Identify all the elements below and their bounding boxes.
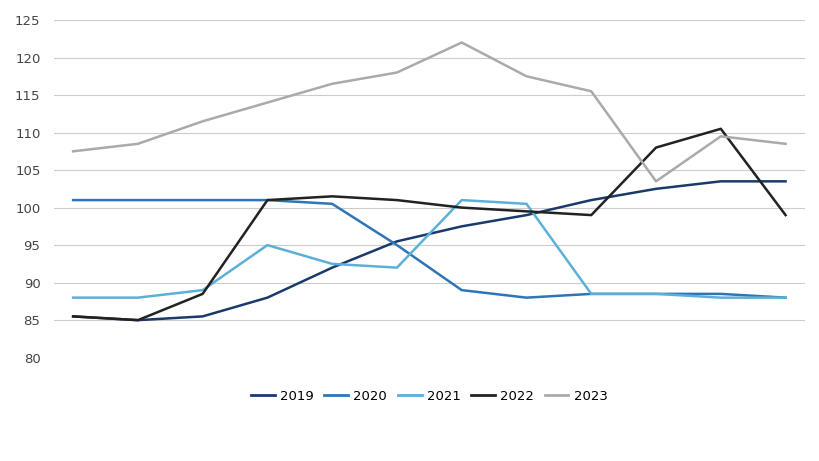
2019 (521, 213, 531, 218)
2021 (586, 291, 595, 296)
2020 (197, 197, 207, 203)
2022 (68, 313, 78, 319)
2021 (197, 287, 207, 293)
2019 (780, 178, 790, 184)
2021 (650, 291, 660, 296)
2020 (262, 197, 272, 203)
Line: 2021: 2021 (73, 200, 785, 298)
2022 (715, 126, 725, 131)
2020 (391, 242, 401, 248)
2023 (715, 134, 725, 139)
2020 (586, 291, 595, 296)
2019 (456, 224, 466, 229)
2021 (391, 265, 401, 271)
2021 (262, 242, 272, 248)
2022 (780, 213, 790, 218)
Line: 2023: 2023 (73, 42, 785, 181)
2020 (521, 295, 531, 301)
2023 (391, 70, 401, 75)
2022 (586, 213, 595, 218)
2022 (133, 317, 143, 323)
2020 (133, 197, 143, 203)
2019 (650, 186, 660, 192)
2021 (327, 261, 337, 266)
2023 (197, 118, 207, 124)
2023 (521, 73, 531, 79)
2023 (262, 100, 272, 105)
2022 (650, 145, 660, 150)
2020 (327, 201, 337, 207)
Legend: 2019, 2020, 2021, 2022, 2023: 2019, 2020, 2021, 2022, 2023 (246, 384, 612, 408)
2020 (780, 295, 790, 301)
2019 (262, 295, 272, 301)
2021 (780, 295, 790, 301)
2019 (391, 239, 401, 244)
2021 (68, 295, 78, 301)
2020 (456, 287, 466, 293)
2020 (715, 291, 725, 296)
2023 (327, 81, 337, 87)
2019 (133, 317, 143, 323)
2022 (391, 197, 401, 203)
2019 (715, 178, 725, 184)
2023 (68, 148, 78, 154)
2019 (68, 313, 78, 319)
2021 (456, 197, 466, 203)
2021 (521, 201, 531, 207)
2022 (262, 197, 272, 203)
Line: 2019: 2019 (73, 181, 785, 320)
Line: 2022: 2022 (73, 129, 785, 320)
2023 (650, 178, 660, 184)
2020 (68, 197, 78, 203)
2022 (197, 291, 207, 296)
2023 (133, 141, 143, 147)
2022 (521, 208, 531, 214)
2022 (456, 205, 466, 210)
2021 (715, 295, 725, 301)
2023 (456, 40, 466, 45)
2019 (197, 313, 207, 319)
Line: 2020: 2020 (73, 200, 785, 298)
2022 (327, 194, 337, 199)
2020 (650, 291, 660, 296)
2019 (586, 197, 595, 203)
2023 (586, 89, 595, 94)
2019 (327, 265, 337, 271)
2021 (133, 295, 143, 301)
2023 (780, 141, 790, 147)
